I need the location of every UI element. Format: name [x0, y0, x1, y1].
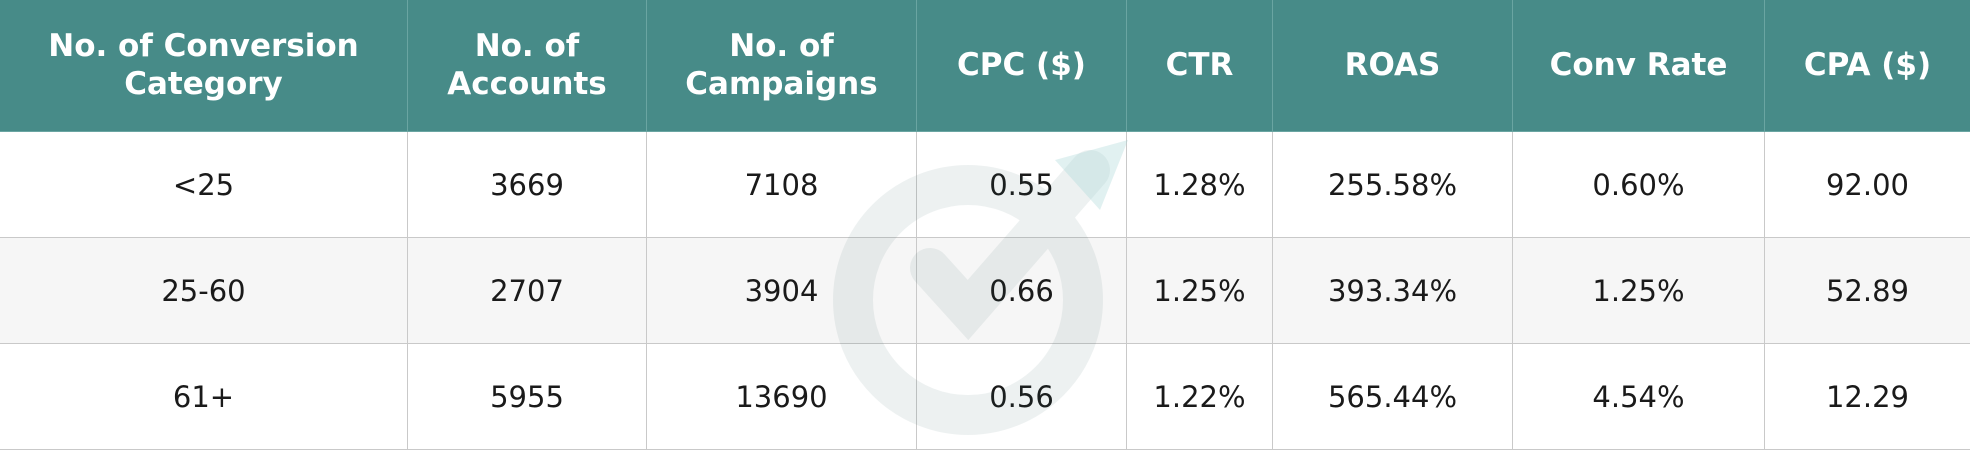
table-cell: 25-60	[0, 238, 408, 344]
table-cell: 61+	[0, 344, 408, 450]
table-cell: 393.34%	[1273, 238, 1513, 344]
table-cell: 0.56	[917, 344, 1127, 450]
table-cell: 0.60%	[1513, 132, 1765, 238]
table-cell: 3904	[647, 238, 917, 344]
table-cell: 3669	[408, 132, 647, 238]
table-cell: 0.66	[917, 238, 1127, 344]
table-cell: 2707	[408, 238, 647, 344]
table-cell: 4.54%	[1513, 344, 1765, 450]
table-cell: 7108	[647, 132, 917, 238]
table-cell: 13690	[647, 344, 917, 450]
header-cell: ROAS	[1273, 0, 1513, 132]
header-cell: No. of Campaigns	[647, 0, 917, 132]
table-cell: 255.58%	[1273, 132, 1513, 238]
header-cell: No. of Conversion Category	[0, 0, 408, 132]
table-cell: 5955	[408, 344, 647, 450]
table-cell: 92.00	[1765, 132, 1970, 238]
table-cell: 1.25%	[1127, 238, 1273, 344]
header-cell: Conv Rate	[1513, 0, 1765, 132]
table-cell: 1.22%	[1127, 344, 1273, 450]
header-cell: CPA ($)	[1765, 0, 1970, 132]
table-cell: <25	[0, 132, 408, 238]
header-cell: No. of Accounts	[408, 0, 647, 132]
header-cell: CTR	[1127, 0, 1273, 132]
table-cell: 565.44%	[1273, 344, 1513, 450]
table-cell: 12.29	[1765, 344, 1970, 450]
header-cell: CPC ($)	[917, 0, 1127, 132]
table-cell: 1.25%	[1513, 238, 1765, 344]
table-cell: 1.28%	[1127, 132, 1273, 238]
table-cell: 52.89	[1765, 238, 1970, 344]
table-cell: 0.55	[917, 132, 1127, 238]
